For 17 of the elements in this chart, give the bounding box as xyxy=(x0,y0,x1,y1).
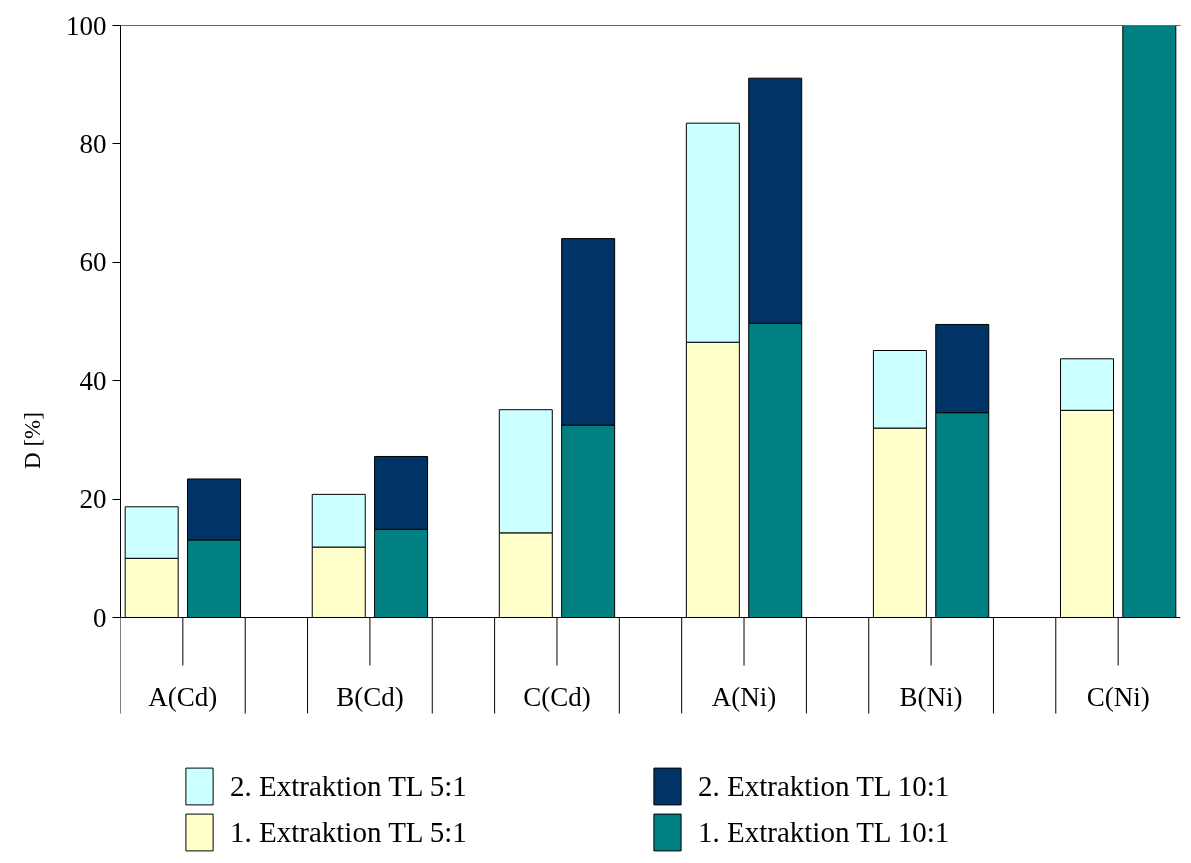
y-tick-label: 60 xyxy=(79,247,107,278)
x-tick-label: C(Cd) xyxy=(523,682,591,713)
y-tick-label: 40 xyxy=(79,365,107,396)
y-tick-label: 100 xyxy=(66,10,107,41)
y-tick-label: 0 xyxy=(93,602,107,633)
legend-label: 1. Extraktion TL 10:1 xyxy=(698,814,951,850)
y-tick-label: 20 xyxy=(79,484,107,515)
y-axis-title: D [%] xyxy=(20,412,45,469)
x-tick-label: B(Ni) xyxy=(899,682,963,713)
y-tick-label: 80 xyxy=(79,128,107,159)
x-tick-label: B(Cd) xyxy=(336,682,404,713)
legend-label: 2. Extraktion TL 5:1 xyxy=(230,768,468,804)
x-tick-label: A(Cd) xyxy=(148,682,218,713)
legend-label: 2. Extraktion TL 10:1 xyxy=(698,768,951,804)
x-tick-label: C(Ni) xyxy=(1086,682,1150,713)
legend-label: 1. Extraktion TL 5:1 xyxy=(230,814,468,850)
x-tick-label: A(Ni) xyxy=(711,682,777,713)
